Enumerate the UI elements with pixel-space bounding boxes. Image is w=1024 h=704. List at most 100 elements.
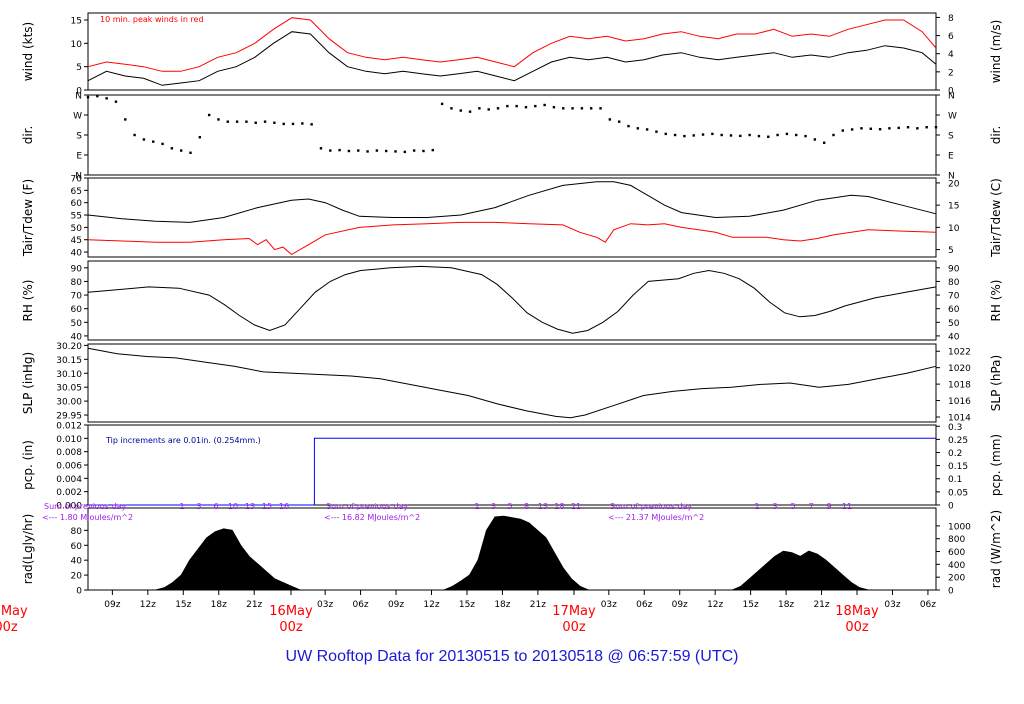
left-tick-label: 5 <box>76 63 82 73</box>
right-tick-label: 800 <box>948 535 965 545</box>
left-axis-label: dir. <box>21 126 35 145</box>
scatter-point <box>96 94 99 98</box>
panel-frame <box>87 94 937 176</box>
right-tick-label: N <box>948 172 955 182</box>
left-axis-label: wind (kts) <box>21 22 35 81</box>
scatter-point <box>608 118 612 121</box>
scatter-point <box>394 150 397 153</box>
series-line-cumulative-precipitation <box>88 437 936 506</box>
rad-hour-label: 16 <box>279 502 289 511</box>
x-tick-label: 18z <box>494 600 510 610</box>
x-tick-label: 21z <box>530 600 546 610</box>
x-tick-label: 06z <box>352 600 368 610</box>
left-tick-label: 20 <box>71 572 83 582</box>
x-day-zulu: 00z <box>845 620 869 635</box>
rad-hour-label: 5 <box>790 502 795 511</box>
scatter-point <box>776 133 779 137</box>
scatter-point <box>152 140 155 143</box>
scatter-point <box>850 128 854 131</box>
left-tick-label: 60 <box>71 199 83 209</box>
scatter-point <box>403 150 407 154</box>
scatter-point <box>878 128 882 131</box>
scatter-point <box>897 126 900 130</box>
right-axis-label: rad (W/m^2) <box>989 510 1003 588</box>
rad-hour-label: 8 <box>524 502 529 511</box>
x-axis-group: 09z 12z 15z 18z 21z 03z 06z 09z 12z 15z 18z 21z 03z 0… <box>0 590 936 635</box>
left-tick-label: S <box>76 132 82 142</box>
panel-slp: 29.95 30.00 30.05 30.10 30.15 30.20 1014 1016 10… <box>21 342 1003 424</box>
scatter-point <box>198 136 202 139</box>
right-tick-label: 1014 <box>948 413 971 423</box>
left-tick-label: 30.05 <box>56 384 82 394</box>
scatter-point <box>319 147 323 150</box>
scatter-point <box>934 126 938 129</box>
panel-annotation: Tip increments are 0.01in. (0.254mm.) <box>105 436 261 445</box>
x-tick-label: 03z <box>601 600 617 610</box>
scatter-point <box>170 147 174 150</box>
right-tick-label: 200 <box>948 574 965 584</box>
left-tick-label: 55 <box>71 212 82 222</box>
scatter-point <box>739 134 742 138</box>
right-tick-label: 8 <box>948 14 954 24</box>
rad-hour-label: 3 <box>772 502 777 511</box>
panel-annotation: 10 min. peak winds in red <box>100 15 204 24</box>
scatter-point <box>487 108 490 111</box>
right-tick-label: 0.15 <box>948 462 968 472</box>
scatter-point <box>785 132 789 136</box>
scatter-point <box>580 107 584 110</box>
right-axis-label: dir. <box>989 126 1003 145</box>
right-tick-label: 40 <box>948 332 960 342</box>
scatter-point <box>496 107 500 110</box>
footer-title: UW Rooftop Data for 20130515 to 20130518… <box>285 648 739 665</box>
panel-rh: 40 50 60 70 80 90 40 50 60 70 80 90 RH (%) RH (%) <box>21 260 1003 342</box>
rad-sum-value: <--- 16.82 MJoules/m^2 <box>324 513 420 522</box>
rad-hour-label: 3 <box>196 502 201 511</box>
scatter-point <box>711 132 714 136</box>
left-tick-label: 45 <box>71 236 82 246</box>
rad-area-day3 <box>732 550 869 591</box>
left-tick-label: 60 <box>71 542 83 552</box>
x-tick-label: 15z <box>743 600 759 610</box>
x-tick-label: 18z <box>211 600 227 610</box>
scatter-point <box>683 134 686 138</box>
left-axis-label: Tair/Tdew (F) <box>21 179 35 257</box>
scatter-point <box>590 107 593 110</box>
x-tick-label: 03z <box>884 600 900 610</box>
panel-pcp: 0.000 0.002 0.004 0.006 0.008 0.010 0.012 0 0.05… <box>21 422 1003 512</box>
scatter-point <box>357 149 360 152</box>
scatter-point <box>301 122 304 125</box>
left-tick-label: 80 <box>71 278 83 288</box>
rad-hour-label: 13 <box>245 502 255 511</box>
scatter-point <box>534 104 537 108</box>
left-tick-label: 60 <box>71 305 83 315</box>
right-tick-label: 0.25 <box>948 436 968 446</box>
panel-frame <box>87 343 937 423</box>
rad-sum-value: <--- 21.37 MJoules/m^2 <box>608 513 704 522</box>
left-tick-label: 0.010 <box>56 435 82 445</box>
scatter-point <box>757 134 761 138</box>
scatter-point <box>701 133 705 136</box>
x-day-date: 15May <box>0 604 28 619</box>
scatter-point <box>375 149 379 152</box>
right-axis-label: pcp. (mm) <box>989 434 1003 496</box>
right-tick-label: 10 <box>948 224 960 234</box>
x-tick-label: 18z <box>778 600 794 610</box>
scatter-point <box>384 149 388 153</box>
scatter-point <box>645 128 649 131</box>
left-axis-label: pcp. (in) <box>21 440 35 490</box>
rad-hour-label: 10 <box>228 502 238 511</box>
rad-hour-label: 13 <box>538 502 548 511</box>
left-tick-label: 40 <box>71 332 83 342</box>
scatter-point <box>515 104 518 108</box>
left-tick-label: 0 <box>76 87 82 97</box>
right-tick-label: W <box>948 112 957 122</box>
panel-frame <box>87 12 937 91</box>
rad-area-day1 <box>155 528 301 591</box>
scatter-point <box>422 149 425 153</box>
x-tick-label: 21z <box>246 600 262 610</box>
left-tick-label: 70 <box>71 175 83 185</box>
x-tick-label: 09z <box>104 600 120 610</box>
scatter-point <box>860 127 863 130</box>
